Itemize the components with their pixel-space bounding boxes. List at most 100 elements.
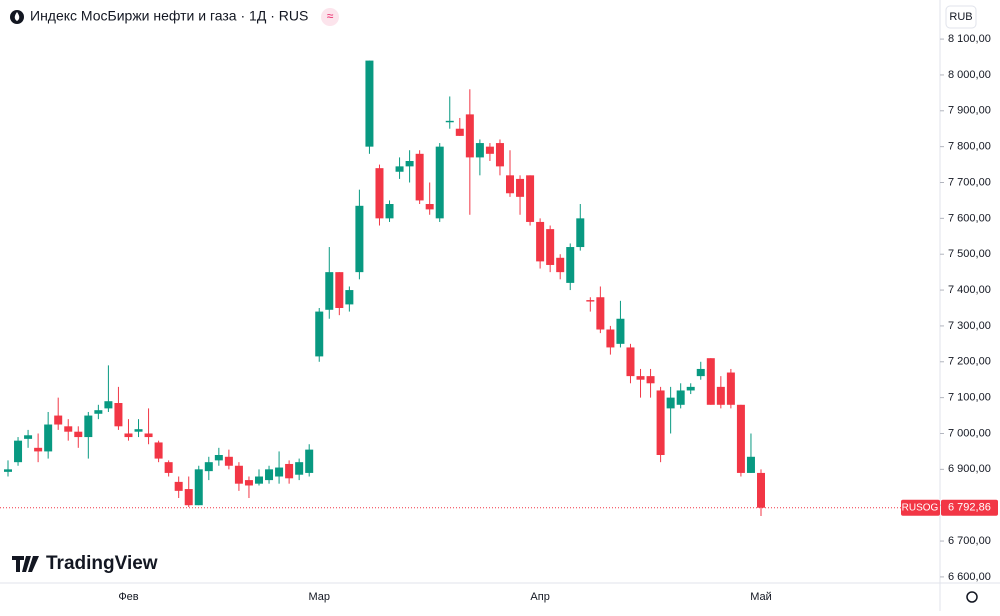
candle-body (244, 480, 253, 486)
currency-label[interactable]: RUB (949, 11, 972, 23)
candle-body (74, 431, 83, 438)
x-tick-label: Апр (530, 591, 549, 603)
candle-body (485, 146, 494, 154)
candle-body (355, 205, 364, 273)
y-tick-label: 8 100,00 (948, 33, 991, 45)
status-icon-glyph: ≈ (327, 9, 334, 23)
candle-body (305, 449, 314, 473)
candle-body (345, 290, 354, 305)
y-tick-label: 7 400,00 (948, 284, 991, 296)
candle-body (144, 433, 153, 438)
candle-body (596, 297, 605, 330)
y-tick-label: 7 800,00 (948, 141, 991, 153)
candle-body (425, 204, 434, 210)
candle-body (315, 311, 324, 357)
candle-body (626, 347, 635, 377)
candle-body (24, 435, 33, 439)
chart-title: Индекс МосБиржи нефти и газа · 1Д · RUS (30, 8, 308, 24)
candle-body (536, 221, 545, 262)
candle-body (325, 272, 334, 310)
y-tick-label: 7 200,00 (948, 356, 991, 368)
candle-body (124, 433, 133, 438)
candle-body (445, 120, 454, 123)
x-tick-label: Май (750, 591, 772, 603)
candle-body (275, 467, 284, 477)
candle-body (435, 146, 444, 219)
candle-body (44, 424, 53, 452)
y-tick-label: 6 700,00 (948, 535, 991, 547)
candle-body (676, 390, 685, 405)
candle-body (455, 128, 464, 136)
candle-body (365, 60, 374, 147)
candle-body (465, 114, 474, 158)
candle-body (174, 481, 183, 491)
brand-name: TradingView (46, 553, 158, 574)
candle-body (204, 462, 213, 472)
candle-body (566, 247, 575, 283)
last-price-symbol-box (901, 499, 940, 516)
candle-body (214, 454, 223, 461)
brand-logo (12, 556, 39, 572)
candle-body (265, 469, 274, 481)
candle-body (184, 489, 193, 506)
candle-body (395, 166, 404, 172)
candle-body (194, 469, 203, 506)
candle-body (546, 229, 555, 265)
candle-body (646, 376, 655, 384)
candle-body (516, 178, 525, 197)
candle-body (586, 300, 595, 302)
candle-body (616, 318, 625, 344)
candle-body (716, 386, 725, 405)
candle-body (656, 390, 665, 455)
candle-body (475, 143, 484, 158)
last-price-box (941, 499, 998, 516)
candle-body (746, 456, 755, 473)
y-tick-label: 6 600,00 (948, 571, 991, 583)
candle-body (696, 368, 705, 377)
candle-body (506, 175, 514, 194)
candle-body (706, 358, 715, 405)
candle-body (405, 160, 414, 167)
x-tick-label: Мар (308, 591, 330, 603)
candle-body (606, 329, 615, 348)
status-icon (321, 8, 339, 26)
candle-body (154, 442, 163, 459)
symbol-icon-drop (14, 12, 20, 21)
candle-body (34, 447, 43, 452)
candle-body (134, 429, 143, 432)
candle-body (726, 372, 735, 405)
candle-body (84, 415, 93, 438)
candle-body (526, 175, 535, 222)
candle-body (736, 404, 745, 473)
candle-body (234, 465, 243, 484)
candle-body (14, 440, 23, 463)
candle-body (415, 153, 424, 201)
candle-body (757, 472, 765, 508)
candle-body (666, 397, 675, 409)
candle-body (686, 386, 695, 391)
last-price-symbol: RUSOG (902, 502, 939, 513)
last-price-label: 6 792,86 (948, 502, 991, 514)
currency-button[interactable] (945, 5, 977, 29)
candle-body (375, 168, 384, 219)
settings-icon[interactable] (966, 591, 978, 603)
candle-body (64, 426, 73, 432)
candle-body (295, 462, 304, 475)
y-tick-label: 7 500,00 (948, 248, 991, 260)
candle-body (335, 272, 344, 308)
y-tick-label: 7 100,00 (948, 392, 991, 404)
y-tick-label: 6 900,00 (948, 463, 991, 475)
candle-body (495, 143, 504, 167)
candle-body (4, 469, 12, 472)
y-tick-label: 7 000,00 (948, 427, 991, 439)
candle-body (94, 410, 103, 414)
y-tick-label: 7 300,00 (948, 320, 991, 332)
y-tick-label: 7 700,00 (948, 176, 991, 188)
candle-body (224, 456, 233, 466)
candle-body (556, 257, 565, 273)
candle-body (285, 463, 294, 479)
y-tick-label: 8 000,00 (948, 69, 991, 81)
y-tick-label: 7 900,00 (948, 105, 991, 117)
